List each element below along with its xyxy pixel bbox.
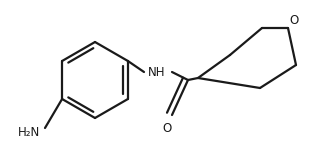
Text: H₂N: H₂N xyxy=(18,126,40,139)
Text: NH: NH xyxy=(148,66,166,80)
Text: O: O xyxy=(162,122,171,135)
Text: O: O xyxy=(289,13,298,27)
